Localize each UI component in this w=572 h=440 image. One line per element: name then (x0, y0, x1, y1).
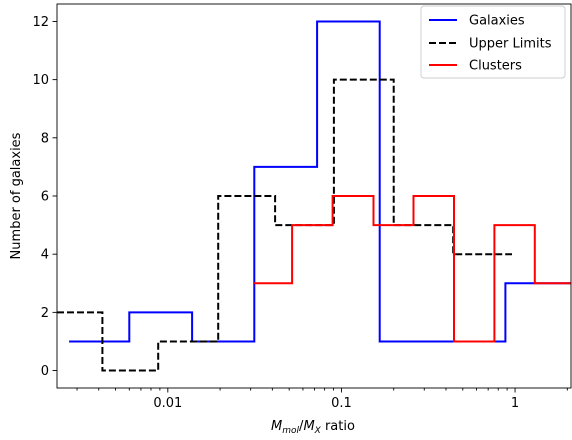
legend: Galaxies Upper Limits Clusters (420, 5, 566, 79)
x-axis-label: Mmol/MX ratio (271, 419, 355, 436)
series-line-upper-limits (57, 78, 512, 372)
y-tick-label: 4 (41, 248, 49, 263)
x-tick-label: 1 (511, 396, 519, 411)
series-layer (57, 20, 571, 372)
y-axis-label: Number of galaxies (9, 132, 24, 259)
legend-label-galaxies: Galaxies (469, 14, 525, 29)
x-tick-label: 0.01 (153, 396, 182, 411)
y-tick-label: 2 (41, 306, 49, 321)
series-line-clusters (253, 195, 571, 343)
y-axis: 0 2 4 6 8 10 12 (32, 15, 57, 379)
y-tick-label: 0 (41, 364, 49, 379)
y-tick-label: 8 (41, 131, 49, 146)
y-tick-label: 6 (41, 190, 49, 205)
x-axis: 0.01 0.1 1 (76, 388, 568, 411)
legend-box (420, 5, 566, 79)
y-tick-label: 10 (32, 73, 49, 88)
y-tick-label: 12 (32, 15, 49, 30)
legend-label-upper-limits: Upper Limits (469, 37, 552, 52)
x-tick-label: 0.1 (331, 396, 352, 411)
legend-label-clusters: Clusters (469, 59, 522, 74)
